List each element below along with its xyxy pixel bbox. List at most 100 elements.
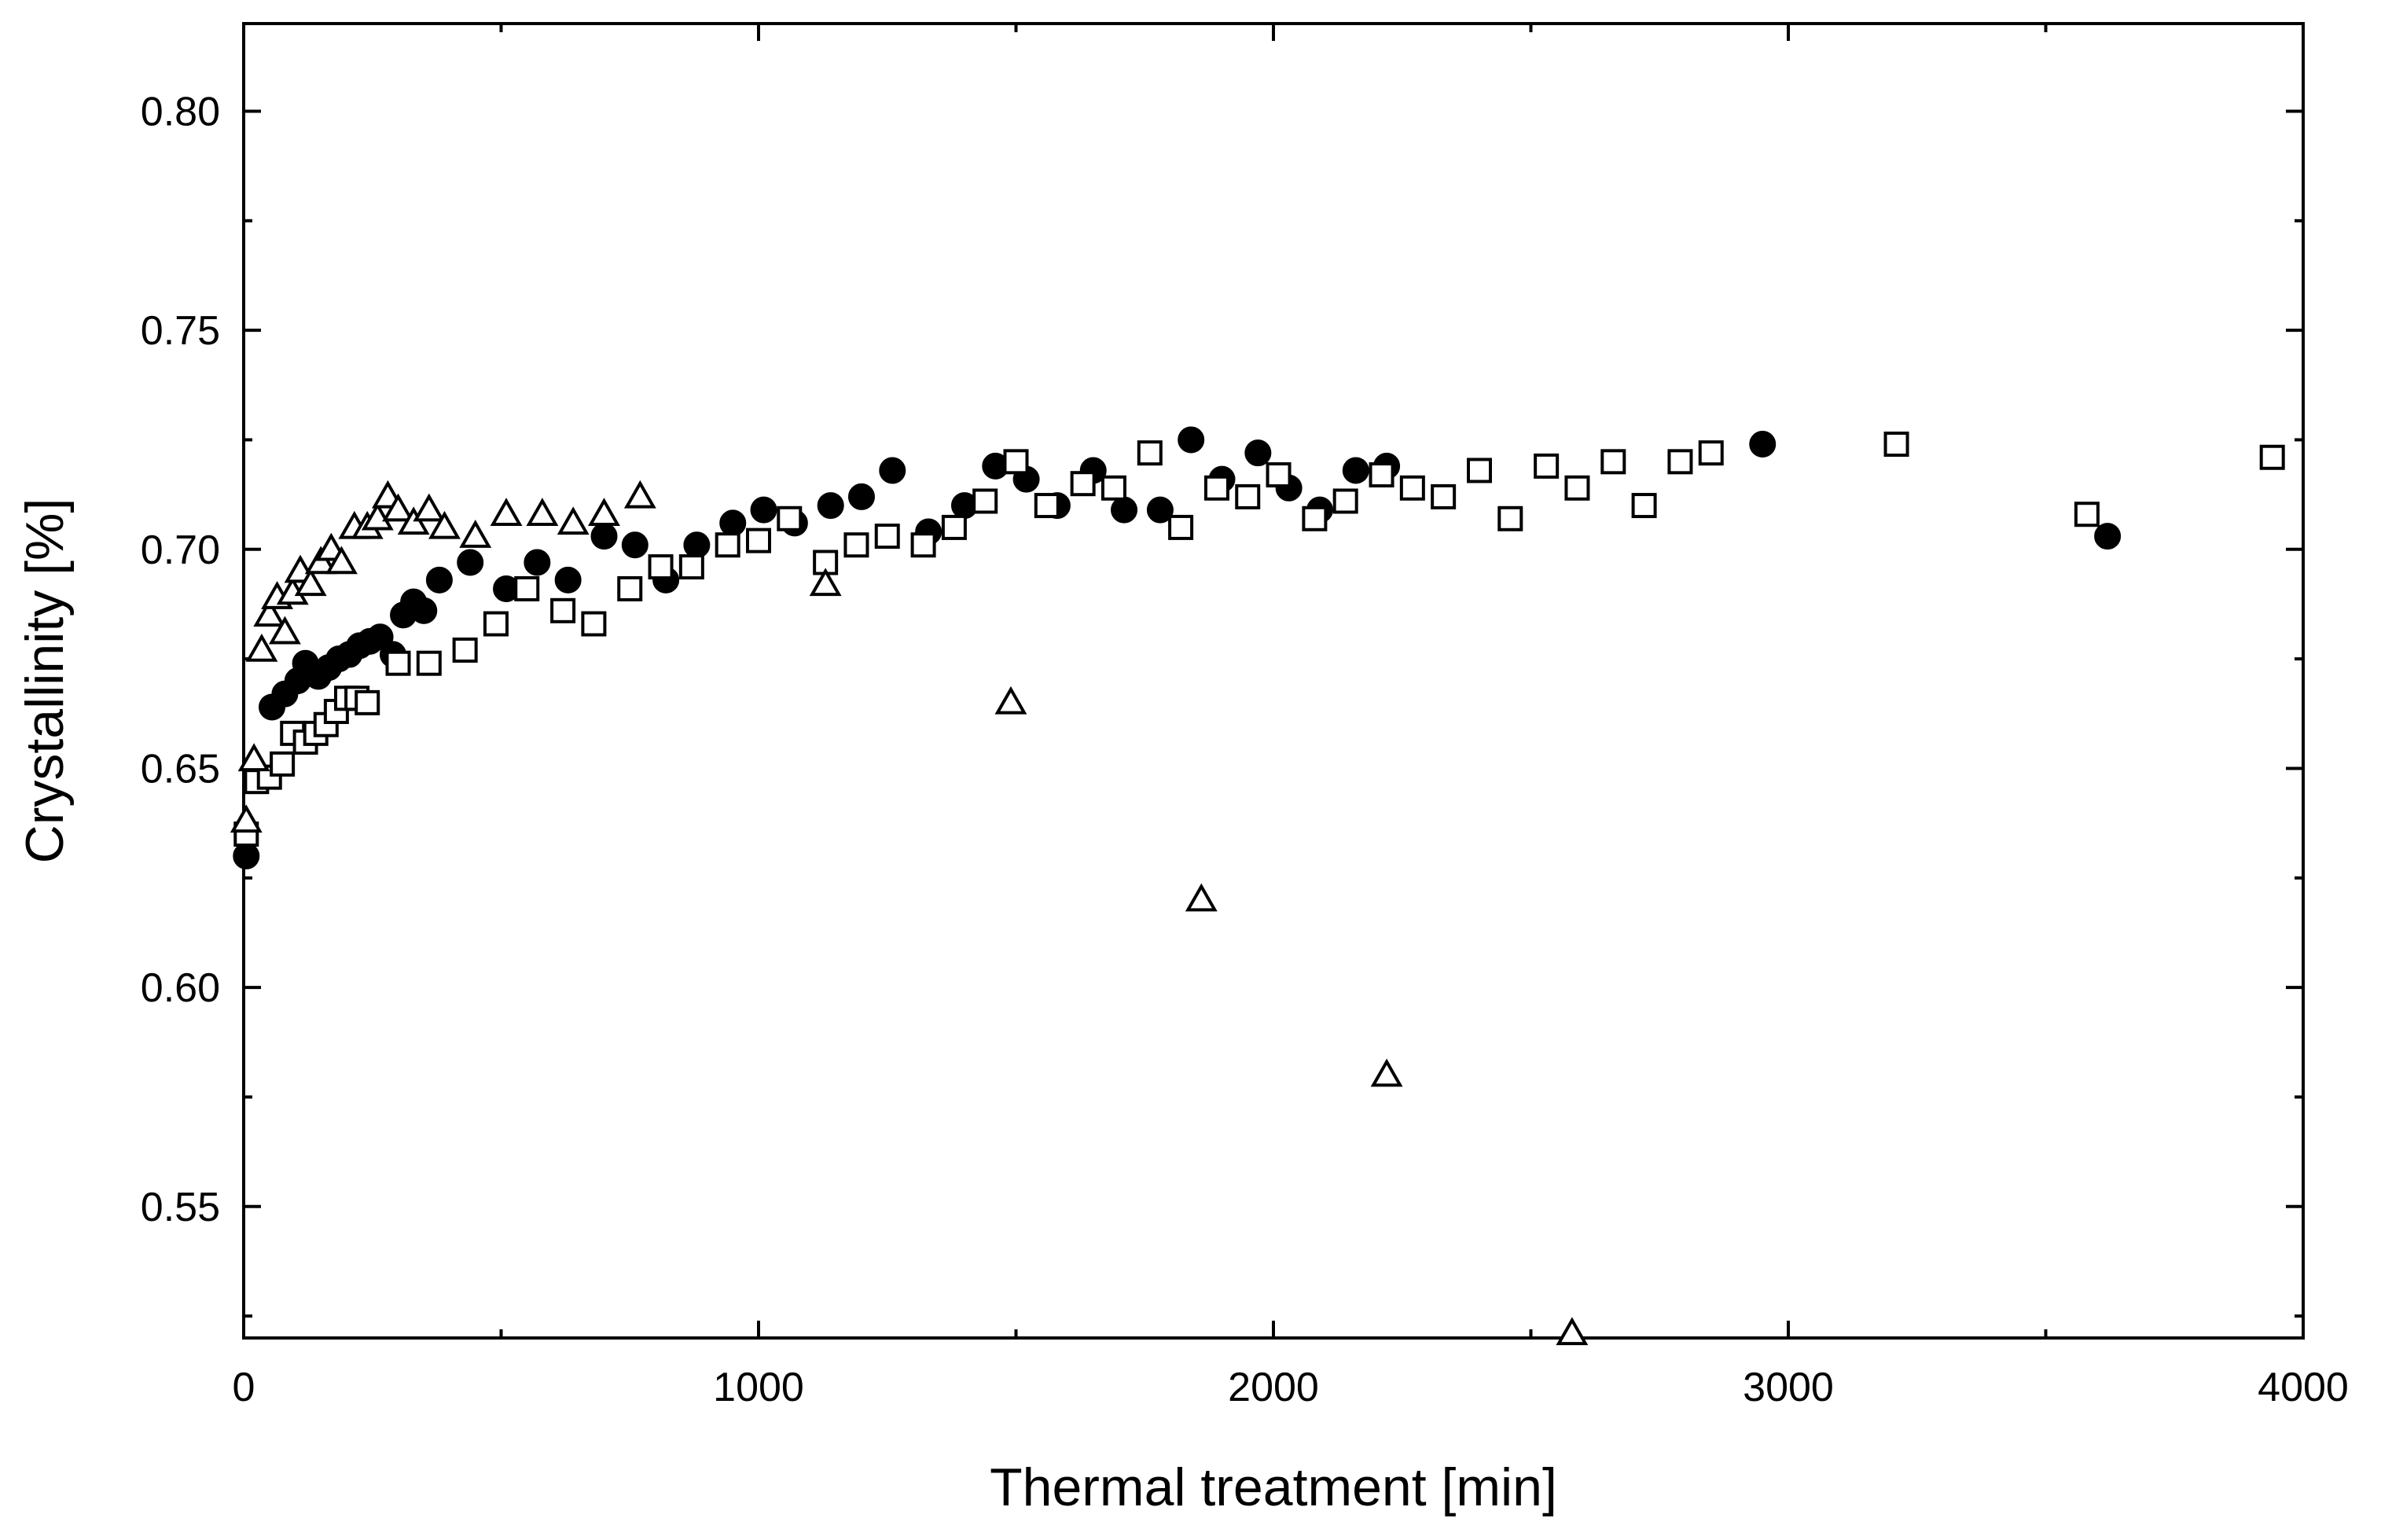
data-point-triangle (490, 498, 523, 526)
x-tick-label: 2000 (1228, 1365, 1319, 1410)
data-point-circle (1244, 439, 1272, 467)
data-point-circle (1749, 431, 1777, 458)
y-tick-label: 0.60 (141, 965, 220, 1011)
data-point-circle (879, 457, 906, 484)
data-point-triangle (382, 493, 414, 522)
y-tick-label: 0.70 (141, 527, 220, 573)
x-tick-label: 1000 (713, 1365, 804, 1410)
data-point-triangle (623, 480, 656, 509)
data-point-square (452, 637, 478, 663)
data-point-triangle (230, 804, 263, 833)
data-point-square (2074, 502, 2100, 527)
y-axis-title: Crystallinity [%] (15, 498, 75, 864)
data-point-square (941, 514, 967, 540)
data-point-triangle (994, 685, 1027, 715)
data-point-square (1070, 471, 1096, 497)
x-tick-label: 4000 (2258, 1365, 2349, 1410)
data-point-triangle (459, 520, 492, 548)
data-point-circle (233, 842, 260, 869)
data-point-square (1883, 432, 1909, 458)
data-point-square (777, 505, 803, 531)
y-tick-label: 0.65 (141, 746, 220, 792)
data-point-triangle (361, 502, 394, 531)
data-point-square (874, 524, 900, 549)
data-point-square (1100, 475, 1126, 501)
data-point-square (1631, 493, 1657, 519)
data-point-square (1564, 475, 1590, 501)
data-point-square (910, 532, 936, 558)
data-point-square (1600, 449, 1626, 475)
data-point-square (1698, 440, 1724, 466)
data-point-triangle (1370, 1058, 1403, 1087)
data-point-square (1003, 449, 1029, 475)
data-point-circle (848, 483, 875, 510)
data-point-circle (590, 523, 618, 550)
data-point-triangle (268, 616, 301, 645)
data-point-square (1302, 505, 1328, 531)
data-point-square (1667, 449, 1693, 475)
data-point-square (1467, 458, 1492, 483)
x-tick-label: 3000 (1743, 1365, 1834, 1410)
x-axis: 0 1000 2000 3000 4000 (233, 24, 2349, 1410)
data-point-square (746, 527, 771, 553)
data-point-square (678, 554, 704, 580)
data-point-triangle (1556, 1317, 1589, 1346)
data-point-square (843, 532, 869, 558)
data-point-triangle (245, 633, 278, 662)
data-point-triangle (1185, 883, 1218, 912)
data-point-circle (750, 496, 777, 524)
data-point-square (514, 575, 540, 601)
data-point-circle (817, 492, 844, 520)
data-point-circle (425, 566, 453, 594)
data-point-square (1235, 483, 1261, 509)
data-point-circle (1111, 496, 1138, 524)
data-point-square (483, 611, 509, 637)
x-axis-title: Thermal treatment [min] (990, 1457, 1557, 1517)
data-point-circle (1178, 426, 1205, 454)
y-tick-label: 0.75 (141, 308, 220, 354)
data-point-square (1369, 462, 1394, 488)
data-point-circle (554, 566, 582, 594)
data-point-square (1034, 493, 1060, 519)
data-point-triangle (557, 506, 590, 535)
data-point-square (1137, 440, 1163, 466)
data-point-square (355, 689, 380, 715)
data-point-square (1431, 483, 1457, 509)
data-point-square (1497, 505, 1523, 531)
data-point-circle (1342, 457, 1369, 484)
data-point-square (972, 488, 998, 514)
data-point-square (416, 650, 442, 676)
data-points (230, 426, 2285, 1346)
data-point-circle (2094, 523, 2122, 550)
y-axis: 0.55 0.60 0.65 0.70 0.75 0.80 (141, 89, 2303, 1318)
data-point-triangle (253, 598, 286, 627)
data-point-square (581, 611, 607, 637)
data-point-square (550, 597, 576, 623)
data-point-circle (410, 597, 438, 624)
data-point-circle (1146, 496, 1174, 524)
data-point-triangle (413, 493, 446, 522)
data-point-triangle (428, 510, 461, 539)
data-point-square (270, 751, 296, 777)
data-point-circle (457, 549, 484, 576)
data-point-square (648, 554, 674, 580)
data-point-square (1266, 462, 1292, 488)
data-point-square (617, 575, 643, 601)
data-point-square (385, 650, 411, 676)
x-tick-label: 0 (233, 1365, 255, 1410)
data-point-circle (621, 531, 649, 559)
data-point-square (715, 532, 740, 558)
y-tick-label: 0.55 (141, 1185, 220, 1230)
data-point-triangle (588, 498, 620, 526)
data-point-square (1332, 488, 1358, 514)
data-point-square (1534, 453, 1560, 479)
data-point-square (2259, 444, 2285, 470)
data-point-circle (719, 509, 747, 537)
data-point-triangle (325, 546, 358, 575)
data-point-square (1203, 475, 1229, 501)
data-point-square (1168, 514, 1194, 540)
data-point-triangle (809, 568, 842, 597)
data-point-triangle (526, 498, 559, 526)
data-point-square (1399, 475, 1425, 501)
